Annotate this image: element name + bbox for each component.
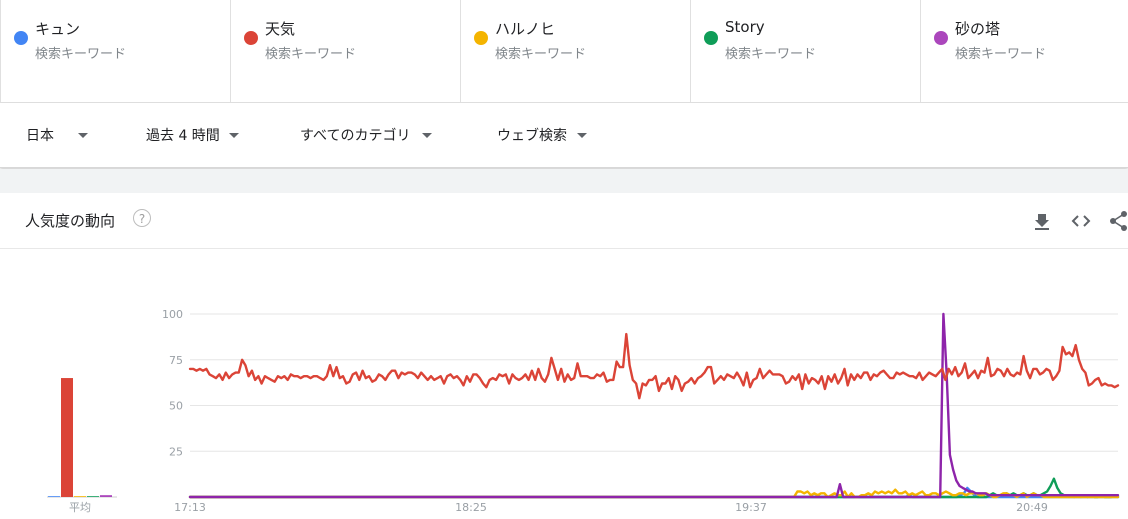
question-circle-icon[interactable]: ? bbox=[133, 209, 151, 227]
y-tick-label: 75 bbox=[169, 354, 183, 367]
term-card-5[interactable]: 砂の塔 検索キーワード bbox=[920, 0, 1128, 103]
search-type-label: ウェブ検索 bbox=[497, 128, 567, 144]
term-card-4[interactable]: Story 検索キーワード bbox=[690, 0, 920, 103]
category-dropdown[interactable]: すべてのカテゴリ bbox=[300, 103, 433, 167]
x-tick-label: 17:13 bbox=[174, 501, 206, 514]
search-type-dropdown[interactable]: ウェブ検索 bbox=[497, 103, 587, 167]
region-dropdown[interactable]: 日本 bbox=[26, 103, 88, 167]
term-card-1[interactable]: キュン 検索キーワード bbox=[0, 0, 230, 103]
series-color-dot bbox=[704, 31, 718, 45]
chevron-down-icon bbox=[78, 132, 88, 138]
y-tick-label: 50 bbox=[169, 400, 183, 413]
time-range-dropdown[interactable]: 過去 4 時間 bbox=[146, 103, 239, 167]
chevron-down-icon bbox=[577, 132, 587, 138]
series-color-dot bbox=[934, 31, 948, 45]
average-bar bbox=[61, 378, 73, 497]
time-range-label: 過去 4 時間 bbox=[146, 128, 220, 144]
series-line bbox=[188, 332, 1120, 400]
average-bar bbox=[74, 496, 86, 497]
term-subtitle: 検索キーワード bbox=[495, 47, 587, 62]
filter-bar: 日本 過去 4 時間 すべてのカテゴリ ウェブ検索 bbox=[0, 103, 1128, 168]
panel-header: 人気度の動向 ? bbox=[0, 193, 1128, 249]
term-name: ハルノヒ bbox=[495, 20, 556, 38]
series-color-dot bbox=[14, 31, 28, 45]
panel-title: 人気度の動向 bbox=[25, 212, 116, 230]
average-label: 平均 bbox=[69, 501, 91, 514]
term-name: 砂の塔 bbox=[955, 20, 1001, 38]
term-subtitle: 検索キーワード bbox=[955, 47, 1047, 62]
x-tick-label: 19:37 bbox=[735, 501, 767, 514]
region-label: 日本 bbox=[26, 128, 54, 144]
y-tick-label: 25 bbox=[169, 445, 183, 458]
term-name: Story bbox=[725, 18, 765, 36]
x-tick-label: 18:25 bbox=[455, 501, 487, 514]
term-subtitle: 検索キーワード bbox=[265, 47, 357, 62]
y-tick-label: 100 bbox=[162, 308, 183, 321]
x-tick-label: 20:49 bbox=[1016, 501, 1048, 514]
section-gap bbox=[0, 169, 1128, 193]
embed-code-icon[interactable] bbox=[1070, 210, 1092, 232]
term-name: キュン bbox=[35, 20, 81, 38]
average-bar bbox=[100, 495, 112, 497]
category-label: すべてのカテゴリ bbox=[300, 128, 411, 144]
series-color-dot bbox=[244, 31, 258, 45]
term-card-2[interactable]: 天気 検索キーワード bbox=[230, 0, 460, 103]
chevron-down-icon bbox=[228, 132, 239, 138]
average-bar bbox=[48, 496, 60, 497]
search-terms-bar: キュン 検索キーワード 天気 検索キーワード ハルノヒ 検索キーワード Stor… bbox=[0, 0, 1128, 103]
series-color-dot bbox=[474, 31, 488, 45]
term-card-3[interactable]: ハルノヒ 検索キーワード bbox=[460, 0, 690, 103]
term-subtitle: 検索キーワード bbox=[725, 47, 817, 62]
series-line bbox=[188, 312, 1120, 499]
download-icon[interactable] bbox=[1031, 210, 1053, 232]
term-name: 天気 bbox=[265, 20, 296, 38]
chevron-down-icon bbox=[422, 132, 433, 138]
term-subtitle: 検索キーワード bbox=[35, 47, 127, 62]
average-bar bbox=[87, 496, 99, 497]
share-icon[interactable] bbox=[1108, 210, 1128, 232]
